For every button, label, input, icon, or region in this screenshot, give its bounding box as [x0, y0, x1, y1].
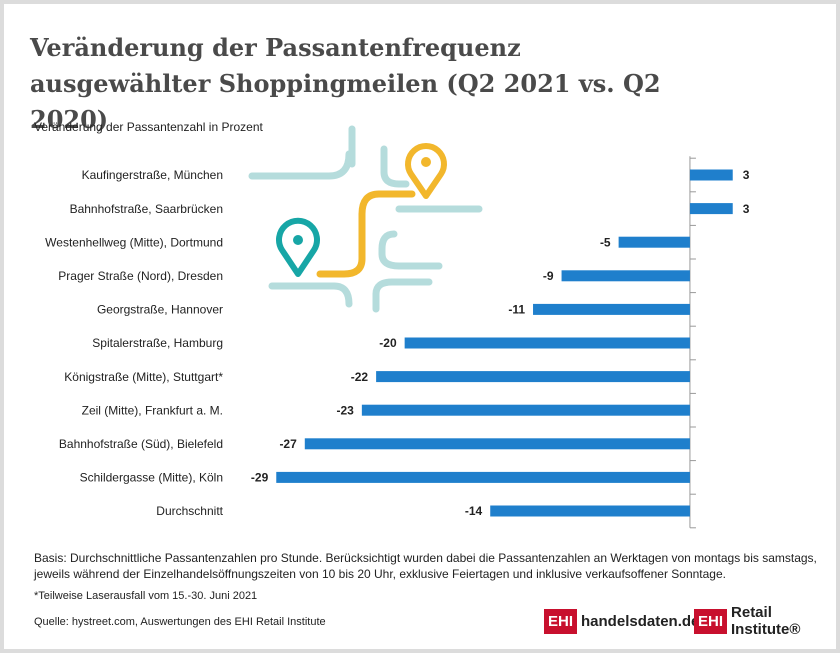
note: Basis: Durchschnittliche Passantenzahlen… [34, 551, 817, 581]
logo-text: handelsdaten.de [581, 612, 700, 630]
category-label: Georgstraße, Hannover [97, 303, 223, 317]
category-label: Bahnhofstraße (Süd), Bielefeld [59, 437, 223, 451]
bar [689, 169, 733, 181]
value-label: -20 [379, 336, 397, 350]
bar [561, 270, 690, 282]
note: *Teilweise Laserausfall vom 15.-30. Juni… [34, 590, 258, 602]
value-label: -11 [508, 303, 525, 317]
logo: EHI Retail Institute® [694, 604, 836, 638]
bar [689, 203, 733, 215]
map-illustration [248, 125, 483, 313]
value-label: -27 [279, 437, 297, 451]
chart: Kaufingerstraße, München 3 Bahnhofstraße, … [45, 125, 750, 529]
bar [276, 471, 690, 483]
chart-title: Veränderung der Passantenfrequenz ausgew… [30, 33, 661, 134]
value-label: 3 [743, 202, 750, 216]
logo-mark: EHI [544, 608, 578, 634]
bar [490, 505, 690, 517]
category-label: Prager Straße (Nord), Dresden [58, 269, 223, 283]
value-label: -14 [465, 504, 483, 518]
category-label: Schildergasse (Mitte), Köln [80, 471, 223, 485]
bar [361, 404, 690, 416]
value-label: -9 [543, 269, 554, 283]
logo: EHI handelsdaten.de [544, 608, 699, 634]
category-label: Spitalerstraße, Hamburg [92, 336, 223, 350]
bar [404, 337, 690, 349]
value-label: -23 [337, 403, 355, 417]
bar [618, 236, 690, 248]
value-label: -5 [600, 235, 611, 249]
category-label: Durchschnitt [156, 504, 223, 518]
chart-subtitle: Veränderung der Passantenzahl in Prozent [34, 120, 263, 134]
value-label: 3 [743, 168, 750, 182]
category-label: Zeil (Mitte), Frankfurt a. M. [82, 403, 223, 417]
source: Quelle: hystreet.com, Auswertungen des E… [34, 616, 326, 628]
category-label: Königstraße (Mitte), Stuttgart* [64, 370, 223, 384]
category-label: Bahnhofstraße, Saarbrücken [70, 202, 223, 216]
value-label: -22 [351, 370, 369, 384]
logo-mark: EHI [694, 608, 728, 634]
category-label: Kaufingerstraße, München [82, 168, 223, 182]
bar [376, 371, 690, 383]
bar [533, 303, 690, 315]
bar [304, 438, 690, 450]
logo-text: Retail Institute® [731, 604, 801, 638]
category-label: Westenhellweg (Mitte), Dortmund [45, 235, 223, 249]
value-label: -29 [251, 471, 269, 485]
